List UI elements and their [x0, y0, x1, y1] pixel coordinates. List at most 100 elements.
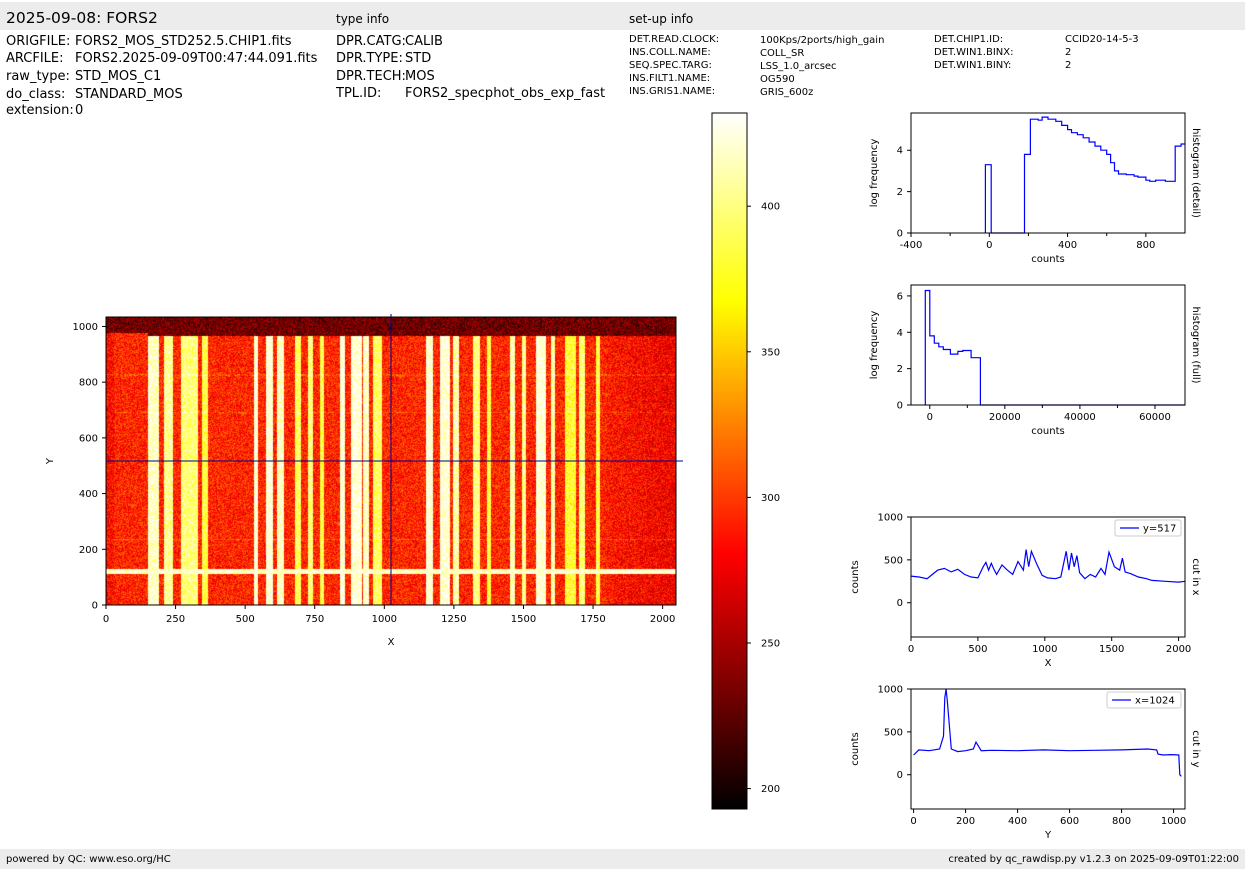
- y-tick-label: 0: [897, 598, 903, 609]
- x-axis-label: Y: [1044, 830, 1052, 841]
- panel-title: histogram (detail): [1190, 128, 1201, 218]
- x-axis-label: X: [388, 637, 395, 648]
- panel-title: cut in y: [1190, 730, 1201, 767]
- footer-right: created by qc_rawdisp.py v1.2.3 on 2025-…: [948, 854, 1239, 865]
- x-tick-label: 0: [986, 240, 992, 251]
- y-tick-label: 2: [897, 187, 903, 198]
- header-bar: [0, 2, 1245, 30]
- x-tick-label: 400: [1008, 816, 1027, 827]
- dpr-catg-key: DPR.CATG:: [336, 34, 406, 49]
- setup-value-gris1: GRIS_600z: [760, 87, 814, 98]
- x-tick-label: 250: [166, 614, 185, 625]
- y-tick-label: 1000: [73, 322, 98, 333]
- plot-frame: [910, 688, 1186, 810]
- x-tick-label: 500: [236, 614, 255, 625]
- setup-key-biny: DET.WIN1.BINY:: [934, 60, 1012, 71]
- dpr-tech-value: MOS: [405, 69, 435, 84]
- extension-key: extension:: [6, 103, 74, 118]
- x-axis-label: counts: [1031, 254, 1064, 265]
- x-tick-label: 200: [956, 816, 975, 827]
- y-tick-label: 600: [79, 433, 98, 444]
- x-tick-label: 2000: [1166, 644, 1191, 655]
- x-tick-label: 600: [1060, 816, 1079, 827]
- origfile-key: ORIGFILE:: [6, 34, 71, 49]
- x-axis-label: counts: [1031, 426, 1064, 437]
- x-tick-label: 0: [908, 644, 914, 655]
- plot-frame: [910, 112, 1186, 234]
- colorbar-tick-label: 350: [761, 347, 780, 358]
- series-line: [924, 289, 1185, 406]
- plot-frame: [910, 516, 1186, 638]
- legend-box: [1114, 519, 1182, 537]
- legend-label: y=517: [1143, 524, 1176, 535]
- y-axis-label: counts: [850, 732, 861, 765]
- x-tick-label: -400: [900, 240, 923, 251]
- setup-value-binx: 2: [1065, 47, 1072, 58]
- x-tick-label: 1750: [580, 614, 605, 625]
- y-tick-label: 0: [897, 229, 903, 240]
- series-line: [910, 549, 1186, 583]
- raw-image-heatmap: [106, 317, 676, 605]
- x-tick-label: 2000: [650, 614, 675, 625]
- y-tick-label: 1000: [878, 685, 903, 696]
- setup-key-read-clock: DET.READ.CLOCK:: [629, 34, 720, 45]
- tpl-id-value: FORS2_specphot_obs_exp_fast: [405, 86, 606, 101]
- panel-title: cut in x: [1190, 558, 1201, 595]
- x-tick-label: 800: [1112, 816, 1131, 827]
- y-axis-label: Y: [45, 457, 56, 465]
- y-tick-label: 400: [79, 489, 98, 500]
- y-tick-label: 2: [897, 364, 903, 375]
- setup-key-binx: DET.WIN1.BINX:: [934, 47, 1014, 58]
- y-tick-label: 0: [897, 770, 903, 781]
- colorbar-tick-label: 200: [761, 784, 780, 795]
- dpr-type-value: STD: [405, 51, 432, 66]
- y-tick-label: 0: [92, 601, 98, 612]
- y-tick-label: 0: [897, 401, 903, 412]
- x-tick-label: 1000: [1161, 816, 1186, 827]
- setup-value-spec-targ: LSS_1.0_arcsec: [760, 61, 837, 72]
- raw-type-key: raw_type:: [6, 69, 70, 84]
- y-tick-label: 800: [79, 378, 98, 389]
- arcfile-value: FORS2.2025-09-09T00:47:44.091.fits: [75, 51, 318, 66]
- setup-value-read-clock: 100Kps/2ports/high_gain: [760, 35, 885, 46]
- x-axis-label: X: [1045, 658, 1052, 669]
- footer-left: powered by QC: www.eso.org/HC: [6, 854, 171, 865]
- type-info-heading: type info: [336, 12, 390, 26]
- page-title: 2025-09-08: FORS2: [6, 9, 158, 27]
- tpl-id-key: TPL.ID:: [336, 86, 382, 101]
- y-tick-label: 4: [897, 146, 903, 157]
- x-tick-label: 1500: [511, 614, 536, 625]
- raw-type-value: STD_MOS_C1: [75, 69, 162, 84]
- setup-key-gris1: INS.GRIS1.NAME:: [629, 86, 716, 97]
- y-tick-label: 6: [897, 291, 903, 302]
- series-line: [913, 688, 1182, 777]
- colorbar-tick-label: 400: [761, 202, 780, 213]
- y-axis-label: counts: [850, 560, 861, 593]
- y-tick-label: 4: [897, 328, 903, 339]
- dpr-type-key: DPR.TYPE:: [336, 51, 403, 66]
- x-tick-label: 400: [1058, 240, 1077, 251]
- do-class-key: do_class:: [6, 87, 66, 102]
- x-tick-label: 60000: [1139, 412, 1171, 423]
- x-tick-label: 1000: [372, 614, 397, 625]
- colorbar-gradient: [712, 113, 747, 809]
- extension-value: 0: [75, 103, 84, 118]
- x-tick-label: 750: [305, 614, 324, 625]
- y-tick-label: 1000: [878, 513, 903, 524]
- colorbar-tick-label: 300: [761, 493, 780, 504]
- dpr-catg-value: CALIB: [405, 34, 443, 49]
- x-tick-label: 0: [910, 816, 916, 827]
- do-class-value: STANDARD_MOS: [75, 87, 183, 102]
- origfile-value: FORS2_MOS_STD252.5.CHIP1.fits: [75, 34, 292, 49]
- legend-label: x=1024: [1135, 696, 1175, 707]
- plot-frame: [910, 284, 1186, 406]
- x-tick-label: 1250: [441, 614, 466, 625]
- y-axis-label: log frequency: [869, 311, 880, 380]
- colorbar-tick-label: 250: [761, 639, 780, 650]
- x-tick-label: 0: [927, 412, 933, 423]
- dpr-tech-key: DPR.TECH:: [336, 69, 406, 84]
- x-tick-label: 500: [968, 644, 987, 655]
- x-tick-label: 800: [1136, 240, 1155, 251]
- arcfile-key: ARCFILE:: [6, 51, 64, 66]
- x-tick-label: 0: [103, 614, 109, 625]
